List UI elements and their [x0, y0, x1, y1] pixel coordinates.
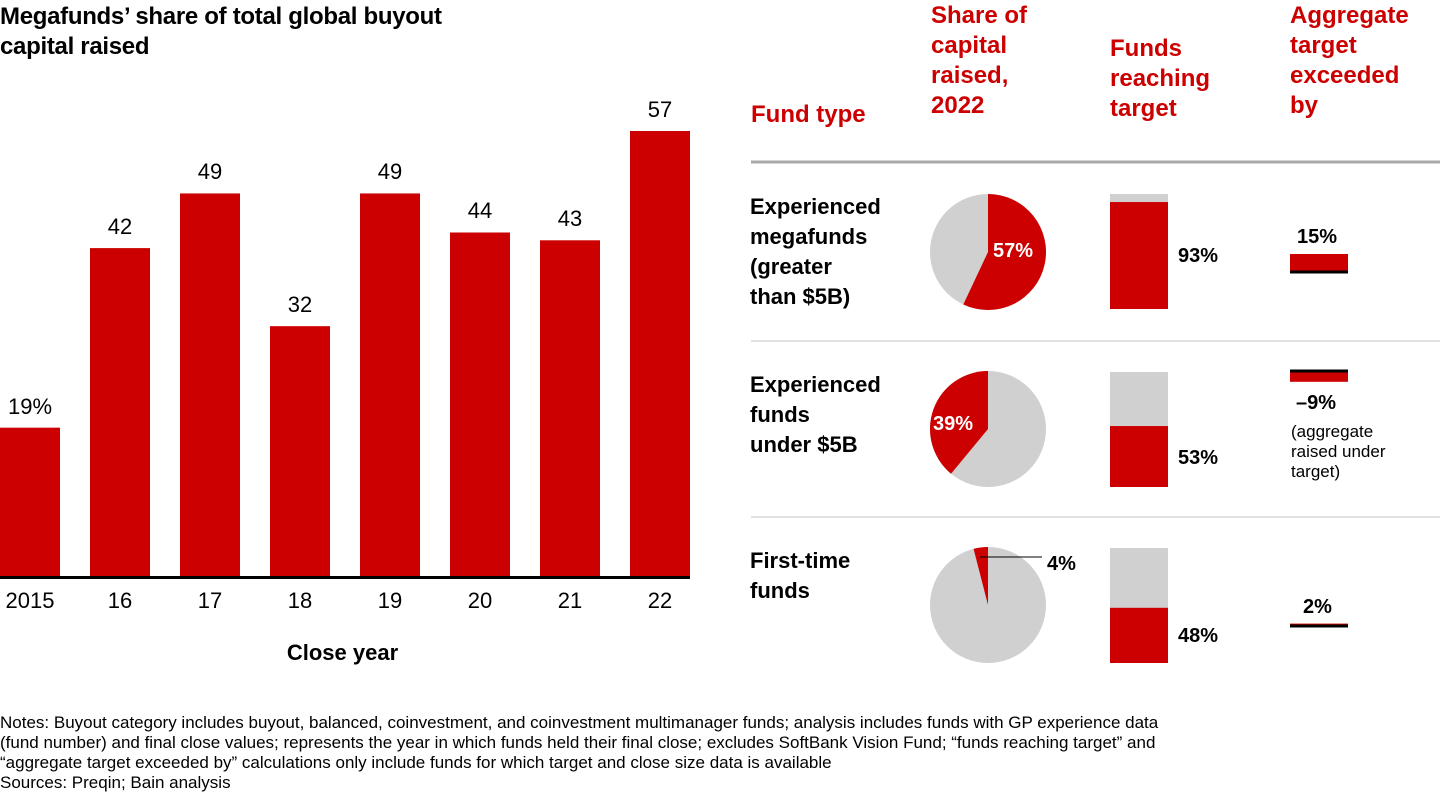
aggregate-note-line: target)	[1291, 462, 1341, 481]
header-line: exceeded	[1290, 62, 1400, 89]
row-label-line: First-time	[750, 548, 851, 573]
pie-label-row-1: 57%	[993, 240, 1034, 262]
x-axis-title: Close year	[286, 640, 399, 665]
bar	[0, 427, 60, 576]
row-label-line: Experienced	[750, 194, 881, 219]
bar-data-label: 44	[467, 198, 493, 224]
row-label-line: megafunds	[750, 224, 868, 249]
pie-label-row-2: 39%	[933, 413, 974, 435]
aggregate-label-row-1: 15%	[1297, 226, 1338, 248]
reaching-bar-fill	[1110, 607, 1168, 663]
row-label-experienced-megafunds: Experienced megafunds (greater than $5B)	[750, 192, 920, 312]
x-tick-label: 19	[377, 588, 403, 613]
pie-slice-share	[973, 547, 988, 605]
row-label-first-time-funds: First-time funds	[750, 546, 920, 606]
x-tick-label: 2015	[5, 588, 55, 613]
note-line: “aggregate target exceeded by” calculati…	[0, 753, 832, 772]
header-line: target	[1110, 95, 1177, 122]
x-tick-label: 16	[107, 588, 133, 613]
bar	[630, 131, 690, 576]
column-header-aggregate-target: Aggregate target exceeded by	[1290, 1, 1409, 121]
bar	[90, 248, 150, 576]
header-line: raised,	[931, 62, 1009, 89]
bar	[180, 193, 240, 576]
x-tick-label: 21	[557, 588, 583, 613]
aggregate-label-row-3: 2%	[1303, 596, 1332, 618]
aggregate-note-row-2: (aggregate raised under target)	[1291, 422, 1431, 482]
note-line: Notes: Buyout category includes buyout, …	[0, 713, 1159, 732]
bar-data-label: 57	[647, 97, 673, 122]
bar-data-label: 49	[377, 159, 403, 185]
header-line: target	[1290, 32, 1357, 59]
header-line: capital	[931, 32, 1008, 59]
share-pie-charts	[930, 194, 1046, 663]
row-label-line: under $5B	[750, 432, 858, 457]
bar-series	[0, 131, 690, 577]
header-line: Funds	[1110, 35, 1182, 62]
header-line: Fund type	[751, 101, 866, 128]
row-label-line: (greater	[750, 254, 832, 279]
header-line: reaching	[1110, 65, 1211, 92]
header-line: Share of	[931, 2, 1028, 29]
aggregate-bar	[1290, 254, 1348, 272]
aggregate-label-row-2: –9%	[1296, 392, 1337, 414]
bar	[540, 240, 600, 576]
column-header-fund-type: Fund type	[751, 100, 866, 130]
reaching-bar-fill	[1110, 202, 1168, 309]
reaching-label-row-2: 53%	[1178, 447, 1219, 469]
aggregate-target-bars	[1290, 254, 1348, 628]
funds-reaching-target-bars	[1110, 194, 1168, 663]
header-line: 2022	[931, 92, 985, 119]
x-tick-label: 22	[647, 588, 673, 613]
row-label-experienced-funds-under-5b: Experienced funds under $5B	[750, 370, 920, 460]
reaching-label-row-3: 48%	[1178, 625, 1219, 647]
sources-line: Sources: Preqin; Bain analysis	[0, 773, 231, 792]
bar-data-label: 32	[287, 292, 313, 318]
note-line: (fund number) and final close values; re…	[0, 733, 1156, 752]
x-tick-label: 17	[197, 588, 223, 613]
bar-data-label: 43	[557, 206, 583, 232]
reaching-label-row-1: 93%	[1178, 245, 1219, 267]
reaching-bar-fill	[1110, 426, 1168, 487]
row-label-line: funds	[750, 578, 810, 603]
header-line: by	[1290, 92, 1319, 119]
row-label-line: funds	[750, 402, 810, 427]
aggregate-note-line: raised under	[1291, 442, 1386, 461]
column-header-share: Share of capital raised, 2022	[931, 1, 1027, 121]
aggregate-note-line: (aggregate	[1291, 422, 1374, 441]
bar	[270, 326, 330, 576]
pie-slice-share	[963, 194, 1046, 310]
x-tick-label: 18	[287, 588, 313, 613]
aggregate-bar	[1290, 371, 1348, 382]
row-label-line: Experienced	[750, 372, 881, 397]
chart-title: Megafunds’ share of total global buyout …	[0, 2, 560, 62]
row-label-line: than $5B)	[750, 284, 851, 309]
bar	[450, 232, 510, 577]
x-tick-label: 20	[467, 588, 493, 613]
footnotes: Notes: Buyout category includes buyout, …	[0, 713, 1440, 793]
column-header-funds-reaching-target: Funds reaching target	[1110, 34, 1210, 124]
bar	[360, 193, 420, 576]
chart-title-line-2: capital raised	[0, 33, 150, 60]
chart-title-line-1: Megafunds’ share of total global buyout	[0, 3, 442, 30]
pie-label-row-3: 4%	[1047, 553, 1076, 575]
bar-data-label: 49	[197, 159, 223, 185]
bar-data-label: 42	[107, 214, 133, 240]
header-line: Aggregate	[1290, 2, 1409, 29]
pie-slice-share	[930, 371, 988, 474]
bar-data-label: 19%	[7, 393, 53, 419]
